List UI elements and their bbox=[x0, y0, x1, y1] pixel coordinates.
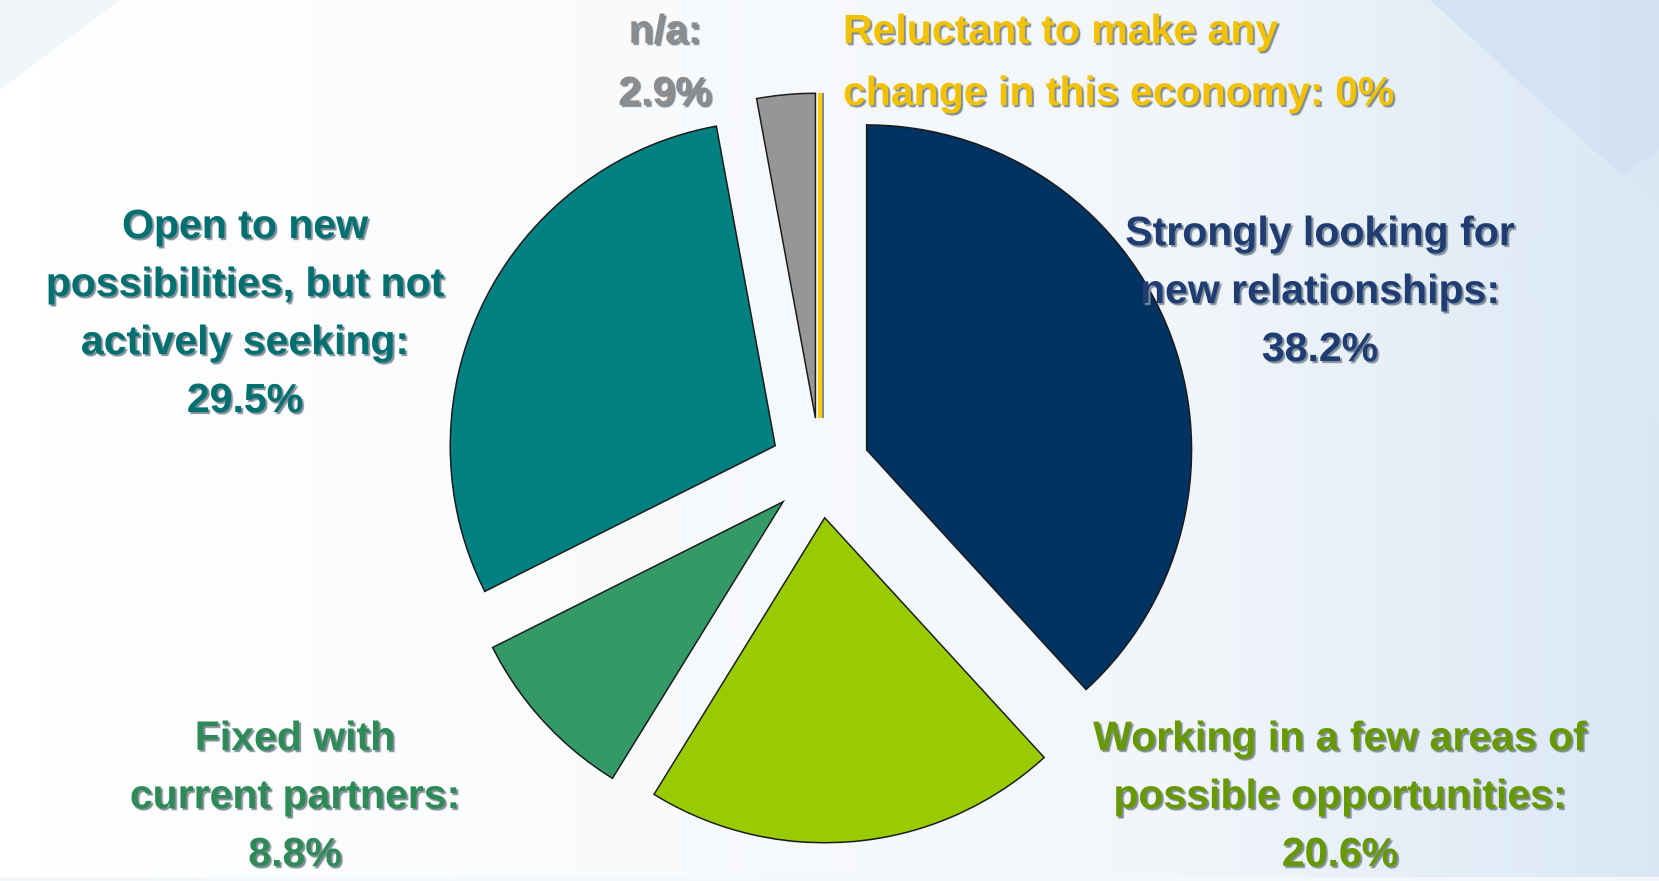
slice-open bbox=[449, 125, 777, 593]
label-open: Open to new possibilities, but not activ… bbox=[45, 201, 445, 421]
label-working: Working in a few areas of possible oppor… bbox=[1093, 713, 1587, 875]
slice-working bbox=[652, 516, 1046, 844]
label-reluctant: Reluctant to make any change in this eco… bbox=[843, 6, 1395, 114]
label-strongly: Strongly looking for new relationships: … bbox=[1125, 208, 1515, 370]
label-na: n/a: 2.9% bbox=[618, 6, 712, 114]
slice-fixed bbox=[491, 499, 786, 780]
slice-strongly bbox=[865, 124, 1193, 691]
slice-na bbox=[755, 92, 817, 419]
label-fixed: Fixed with current partners: 8.8% bbox=[129, 713, 461, 875]
